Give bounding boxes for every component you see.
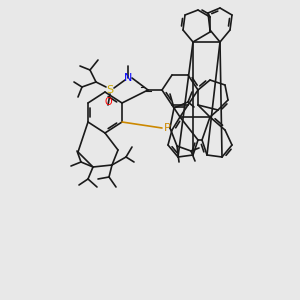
Text: S: S	[106, 85, 114, 95]
Text: O: O	[104, 97, 112, 107]
Text: N: N	[124, 73, 132, 83]
Text: P: P	[164, 123, 170, 133]
